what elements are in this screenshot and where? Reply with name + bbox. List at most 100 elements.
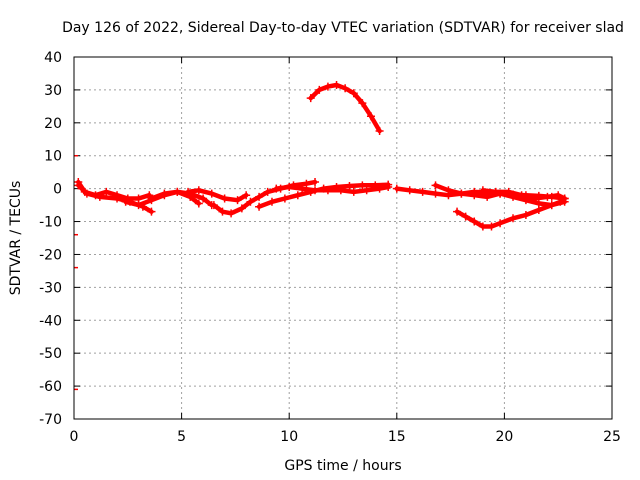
data-point xyxy=(345,182,354,191)
data-point xyxy=(336,186,345,195)
data-point xyxy=(199,194,208,203)
data-point xyxy=(186,192,195,201)
data-point xyxy=(405,186,414,195)
data-point xyxy=(453,207,462,216)
data-point xyxy=(349,187,358,196)
data-point xyxy=(332,80,341,89)
data-point xyxy=(431,181,440,190)
data-point xyxy=(280,194,289,203)
x-tick-label: 20 xyxy=(495,429,513,445)
y-tick-label: -70 xyxy=(39,412,62,428)
data-point xyxy=(311,186,320,195)
data-point xyxy=(311,178,320,187)
y-tick-label: -10 xyxy=(39,215,62,231)
data-point xyxy=(478,222,487,231)
series-arc-m xyxy=(478,186,569,203)
y-tick-label: 30 xyxy=(44,83,62,99)
data-point xyxy=(209,201,218,210)
x-tick-label: 0 xyxy=(70,429,79,445)
data-point xyxy=(496,219,505,228)
data-point xyxy=(263,187,272,196)
data-point xyxy=(491,187,500,196)
data-point xyxy=(255,192,264,201)
data-point xyxy=(470,217,479,226)
data-point xyxy=(478,186,487,195)
data-point xyxy=(194,186,203,195)
series-arc-i xyxy=(306,80,384,136)
data-point xyxy=(121,197,130,206)
y-tick-label: -40 xyxy=(39,313,62,329)
series-arc-j xyxy=(392,184,569,203)
axes: 0 5 10 15 20 25 40 30 20 10 0 -10 -20 -30 -40 -50 -60 -70 xyxy=(39,50,621,445)
data-point xyxy=(323,186,332,195)
data-point xyxy=(366,112,375,121)
series-arc-e xyxy=(184,186,251,205)
y-tick-label: 20 xyxy=(44,116,62,132)
data-point xyxy=(358,99,367,108)
data-point xyxy=(509,214,518,223)
data-point xyxy=(113,194,122,203)
data-point xyxy=(349,89,358,98)
data-point xyxy=(315,85,324,94)
y-tick-label: 0 xyxy=(53,182,62,198)
data-point xyxy=(543,192,552,201)
data-point xyxy=(246,197,255,206)
data-point xyxy=(147,207,156,216)
x-tick-label: 10 xyxy=(280,429,298,445)
data-point xyxy=(184,187,193,196)
data-point xyxy=(470,191,479,200)
data-point xyxy=(392,184,401,193)
data-point xyxy=(160,189,169,198)
data-point xyxy=(556,197,565,206)
y-tick-label: -30 xyxy=(39,280,62,296)
data-series xyxy=(74,80,569,391)
data-point xyxy=(233,196,242,205)
data-point xyxy=(134,201,143,210)
data-point xyxy=(298,184,307,193)
data-point xyxy=(375,127,384,136)
data-point xyxy=(362,186,371,195)
data-point xyxy=(267,197,276,206)
data-point xyxy=(227,209,236,218)
data-point xyxy=(483,192,492,201)
data-point xyxy=(285,182,294,191)
data-point xyxy=(95,192,104,201)
chart-title: Day 126 of 2022, Sidereal Day-to-day VTE… xyxy=(62,20,624,36)
data-point xyxy=(384,182,393,191)
data-point xyxy=(220,194,229,203)
data-point xyxy=(272,184,281,193)
data-point xyxy=(530,194,539,203)
series-arc-f xyxy=(209,178,320,218)
x-axis-label: GPS time / hours xyxy=(284,458,401,474)
data-point xyxy=(74,181,83,190)
y-tick-label: 10 xyxy=(44,149,62,165)
data-point xyxy=(102,187,111,196)
y-tick-label: -60 xyxy=(39,379,62,395)
data-point xyxy=(194,199,203,208)
series-line xyxy=(454,199,563,229)
data-point xyxy=(173,187,182,196)
data-point xyxy=(521,210,530,219)
data-point xyxy=(358,181,367,190)
data-point xyxy=(207,189,216,198)
data-point xyxy=(547,201,556,210)
data-point xyxy=(554,191,563,200)
y-axis-label: SDTVAR / TECUs xyxy=(8,181,24,296)
data-point xyxy=(418,187,427,196)
data-point xyxy=(444,186,453,195)
y-tick-label: -50 xyxy=(39,346,62,362)
series-line xyxy=(274,184,391,195)
data-point xyxy=(302,179,311,188)
data-point xyxy=(147,194,156,203)
data-point xyxy=(431,189,440,198)
y-tick-label: 40 xyxy=(44,50,62,66)
data-point xyxy=(534,206,543,215)
x-tick-label: 15 xyxy=(388,429,406,445)
data-point xyxy=(341,84,350,93)
series-arc-d xyxy=(147,187,203,208)
data-point xyxy=(218,207,227,216)
grid xyxy=(74,57,612,419)
y-tick-label: -20 xyxy=(39,247,62,263)
series-arc-l xyxy=(453,197,565,231)
data-point xyxy=(323,82,332,91)
